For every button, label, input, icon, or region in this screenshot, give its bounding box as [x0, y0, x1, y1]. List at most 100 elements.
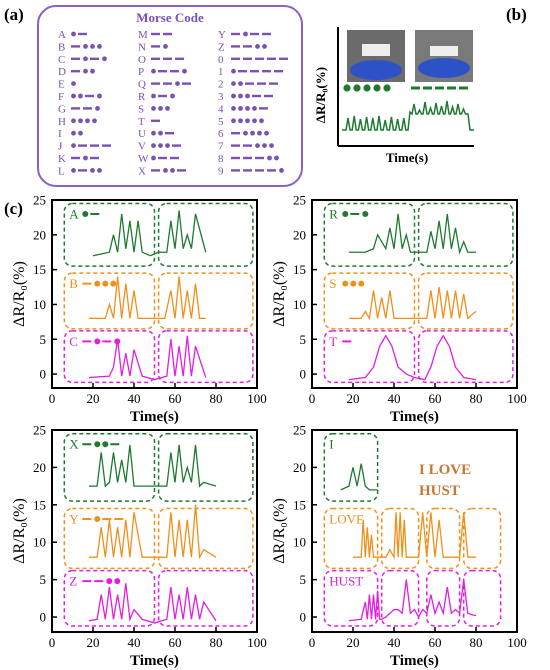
morse-dot: [252, 118, 257, 124]
morse-letter: W: [138, 153, 149, 165]
morse-letter: 7: [218, 141, 224, 153]
x-tick-label: 40: [388, 391, 401, 406]
morse-dash: [71, 57, 80, 60]
segment-box: [323, 272, 416, 330]
morse-dash-marker: [435, 86, 444, 90]
morse-dash: [255, 169, 264, 172]
panel-label-a: (a): [4, 5, 24, 24]
y-tick-label: 20: [293, 227, 306, 242]
morse-dot: [90, 68, 95, 74]
x-tick-label: 80: [210, 391, 223, 406]
morse-dash: [231, 132, 240, 135]
morse-dash: [243, 156, 252, 160]
label-morse-dot: [106, 578, 113, 585]
x-tick-label: 80: [470, 391, 483, 406]
morse-dot: [255, 143, 260, 149]
y-tick-label: 5: [40, 332, 47, 347]
glove-left: [350, 60, 402, 80]
morse-dash: [262, 32, 271, 36]
y-axis-title: ΔR/R₀(%): [11, 498, 28, 564]
segment-box: [323, 330, 416, 384]
y-tick-label: 25: [33, 423, 46, 438]
morse-dot: [83, 44, 88, 49]
morse-dash: [90, 156, 99, 160]
morse-dot: [274, 155, 279, 161]
segment-box: [157, 202, 254, 267]
series-label: C: [69, 334, 78, 349]
morse-letter: T: [138, 116, 145, 128]
series-line-hust: [348, 579, 477, 622]
y-axis-title: ΔR/R₀(%): [271, 498, 288, 564]
morse-letter: K: [58, 153, 66, 165]
morse-dot-marker: [383, 84, 391, 92]
label-morse-dot: [342, 280, 349, 287]
morse-dash: [243, 45, 252, 48]
series-line-love: [353, 512, 476, 560]
morse-dash: [255, 156, 264, 160]
morse-dash: [71, 107, 80, 110]
morse-dash: [231, 144, 240, 147]
morse-dash: [90, 57, 99, 60]
glove-right: [418, 58, 470, 78]
label-morse-dash: [90, 212, 100, 215]
morse-dash: [252, 94, 261, 98]
y-tick-label: 20: [33, 227, 46, 242]
subplot-rst: 0 20 40 60 80 100 0 5 10 15 20 25 Time(s) ΔR/R₀(%) R S T: [271, 193, 527, 426]
panel-b: ΔR/R₀(%) Time(s): [313, 27, 474, 165]
series-line-y: [88, 504, 217, 560]
morse-dot: [245, 93, 250, 99]
morse-dash: [163, 32, 172, 36]
morse-dot: [151, 130, 156, 136]
morse-dot: [158, 106, 163, 111]
series-line-b: [88, 276, 206, 320]
label-morse-dot: [102, 280, 109, 287]
label-morse-dash: [342, 340, 352, 343]
morse-dash: [177, 169, 186, 172]
morse-dash: [158, 94, 167, 98]
segment-box: [462, 569, 502, 627]
morse-dot: [78, 93, 83, 99]
series-label: R: [329, 206, 338, 221]
x-tick-label: 80: [470, 635, 483, 650]
morse-dot: [243, 130, 248, 136]
x-tick-label: 100: [247, 635, 267, 650]
series-label: A: [69, 206, 79, 221]
y-tick-label: 10: [293, 297, 306, 312]
y-tick-label: 15: [293, 262, 306, 277]
morse-dot: [243, 31, 248, 37]
morse-dot: [170, 93, 175, 99]
x-axis-title: Time(s): [130, 653, 179, 669]
morse-dot: [170, 168, 175, 173]
morse-letter: M: [138, 29, 148, 41]
morse-dot: [78, 130, 83, 136]
plot-frame: [51, 199, 258, 389]
morse-dot: [231, 118, 236, 124]
subplot-i-love-hust: 0 20 40 60 80 100 0 5 10 15 20 25 Time(s) ΔR/R₀(%) I LO…: [271, 423, 527, 670]
label-morse-dash: [82, 518, 92, 521]
morse-dash: [231, 169, 240, 172]
morse-title: Morse Code: [136, 10, 204, 25]
morse-dash: [170, 156, 179, 160]
morse-dot: [83, 155, 88, 161]
plot-frame: [311, 429, 518, 633]
label-morse-dot: [94, 516, 101, 523]
morse-letter: Q: [138, 79, 146, 91]
x-tick-label: 60: [429, 635, 442, 650]
y-tick-label: 0: [40, 610, 47, 625]
segment-box: [63, 202, 156, 267]
morse-dash: [245, 82, 254, 85]
x-tick-label: 20: [87, 391, 100, 406]
panel-b-xlabel: Time(s): [386, 150, 428, 165]
morse-letter: U: [138, 128, 146, 140]
morse-letter: 8: [218, 153, 224, 165]
segment-box: [380, 507, 420, 570]
morse-dot: [264, 130, 269, 136]
morse-letter: 9: [218, 165, 224, 177]
morse-dot: [158, 143, 163, 149]
morse-dot: [245, 118, 250, 124]
morse-dash: [279, 57, 288, 60]
morse-dot: [92, 118, 97, 124]
morse-dot: [102, 56, 107, 62]
x-tick-label: 100: [507, 635, 527, 650]
